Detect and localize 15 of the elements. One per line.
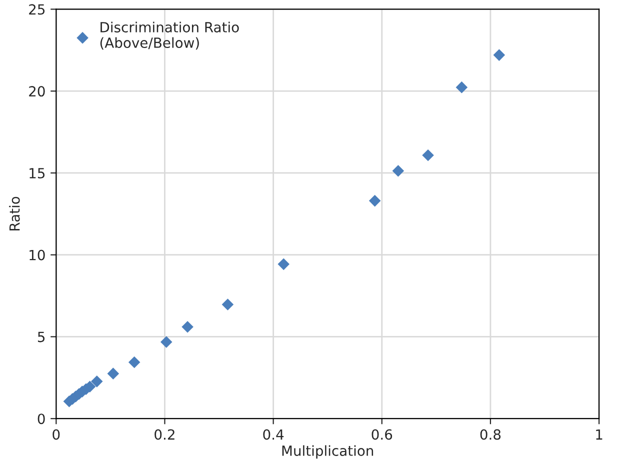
x-tick-label: 0.4 (263, 429, 284, 440)
x-axis-title: Multiplication (282, 445, 374, 459)
y-axis-title: Ratio (9, 196, 20, 230)
x-tick-label: 0.8 (480, 429, 501, 440)
x-tick-label: 0.2 (154, 429, 174, 440)
y-tick-label: 5 (38, 332, 45, 342)
x-tick-label: 1 (596, 429, 602, 440)
y-tick-label: 20 (29, 86, 45, 97)
y-tick-label: 10 (30, 250, 45, 260)
x-tick-label: 0.6 (372, 429, 392, 440)
y-tick-label: 25 (29, 4, 45, 15)
x-tick-label: 0 (52, 429, 60, 440)
y-tick-label: 15 (30, 168, 45, 178)
y-tick-label: 0 (38, 414, 45, 424)
legend-label: Discrimination Ratio (Above/Below) (100, 22, 239, 50)
